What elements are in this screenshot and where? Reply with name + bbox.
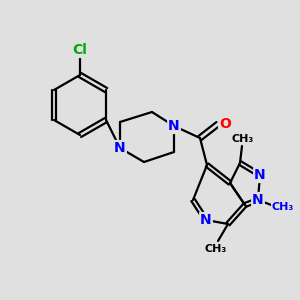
Text: N: N: [252, 193, 264, 207]
Text: O: O: [219, 117, 231, 131]
Text: CH₃: CH₃: [232, 134, 254, 144]
Text: N: N: [168, 119, 180, 133]
Text: N: N: [254, 168, 266, 182]
Text: N: N: [114, 141, 126, 155]
Text: N: N: [200, 213, 212, 227]
Text: CH₃: CH₃: [272, 202, 294, 212]
Text: CH₃: CH₃: [205, 244, 227, 254]
Text: Cl: Cl: [73, 43, 87, 57]
